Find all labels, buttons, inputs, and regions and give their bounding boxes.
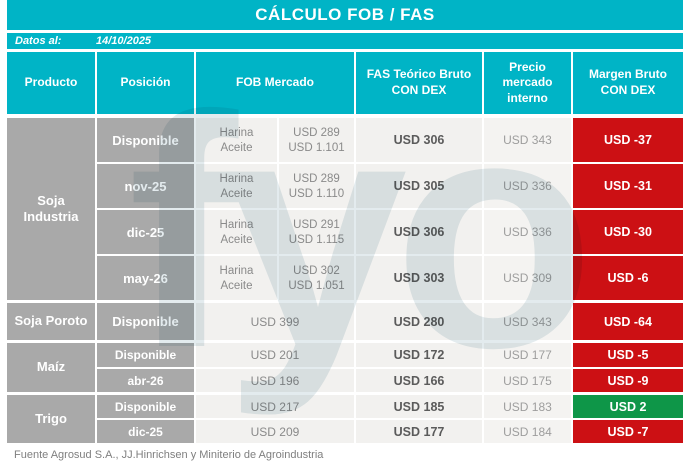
margen-cell: USD -9 bbox=[573, 369, 683, 392]
page-title: CÁLCULO FOB / FAS bbox=[7, 0, 683, 30]
product-group-maiz: Maíz Disponible USD 201 USD 172 USD 177 … bbox=[7, 343, 683, 392]
fob-label: Harina bbox=[219, 126, 254, 139]
margen-cell: USD -30 bbox=[573, 210, 683, 254]
table-row: Disponible USD 217 USD 185 USD 183 USD 2 bbox=[97, 395, 683, 418]
position-cell: Disponible bbox=[97, 343, 194, 367]
fas-cell: USD 185 bbox=[356, 395, 482, 418]
fas-cell: USD 177 bbox=[356, 420, 482, 443]
source-note: Fuente Agrosud S.A., JJ.Hinrichsen y Min… bbox=[14, 449, 324, 461]
fas-cell: USD 280 bbox=[356, 303, 482, 340]
margen-cell: USD -7 bbox=[573, 420, 683, 443]
position-cell: dic-25 bbox=[97, 210, 194, 254]
product-group-soja-industria: Soja Industria Disponible Harina Aceite … bbox=[7, 118, 683, 300]
fob-value: USD 1.110 bbox=[288, 187, 345, 200]
table-row: Disponible USD 201 USD 172 USD 177 USD -… bbox=[97, 343, 683, 367]
fob-cell: USD 209 bbox=[196, 420, 354, 443]
precio-interno-cell: USD 177 bbox=[484, 343, 571, 367]
fob-cell: Harina Aceite USD 291 USD 1.115 bbox=[196, 210, 354, 254]
position-cell: Disponible bbox=[97, 303, 194, 340]
position-cell: Disponible bbox=[97, 118, 194, 162]
fob-value: USD 302 bbox=[293, 264, 340, 277]
precio-interno-cell: USD 336 bbox=[484, 164, 571, 208]
fob-label: Aceite bbox=[220, 187, 253, 200]
precio-interno-cell: USD 309 bbox=[484, 256, 571, 300]
fob-fas-table: CÁLCULO FOB / FAS Datos al: 14/10/2025 P… bbox=[7, 0, 683, 461]
fob-cell: Harina Aceite USD 302 USD 1.051 bbox=[196, 256, 354, 300]
product-group-trigo: Trigo Disponible USD 217 USD 185 USD 183… bbox=[7, 395, 683, 443]
margen-cell: USD -31 bbox=[573, 164, 683, 208]
fob-value: USD 1.051 bbox=[288, 279, 345, 292]
fas-cell: USD 305 bbox=[356, 164, 482, 208]
precio-interno-cell: USD 336 bbox=[484, 210, 571, 254]
fob-label: Aceite bbox=[220, 233, 253, 246]
margen-cell: USD -37 bbox=[573, 118, 683, 162]
col-header-posicion: Posición bbox=[97, 52, 194, 114]
column-header-row: Producto Posición FOB Mercado FAS Teóric… bbox=[7, 52, 683, 114]
product-group-soja-poroto: Soja Poroto Disponible USD 399 USD 280 U… bbox=[7, 303, 683, 340]
position-cell: dic-25 bbox=[97, 420, 194, 443]
product-cell: Soja Industria bbox=[7, 118, 95, 300]
table-row: abr-26 USD 196 USD 166 USD 175 USD -9 bbox=[97, 369, 683, 392]
table-row: dic-25 USD 209 USD 177 USD 184 USD -7 bbox=[97, 420, 683, 443]
product-cell: Soja Poroto bbox=[7, 303, 95, 340]
fob-label: Harina bbox=[219, 264, 254, 277]
precio-interno-cell: USD 343 bbox=[484, 303, 571, 340]
product-cell: Trigo bbox=[7, 395, 95, 443]
fob-value: USD 289 bbox=[293, 126, 340, 139]
date-bar: Datos al: 14/10/2025 bbox=[7, 33, 683, 49]
position-cell: Disponible bbox=[97, 395, 194, 418]
margen-cell: USD -5 bbox=[573, 343, 683, 367]
col-header-fob-mercado: FOB Mercado bbox=[196, 52, 354, 114]
position-cell: abr-26 bbox=[97, 369, 194, 392]
col-header-fas-teorico: FAS Teórico Bruto CON DEX bbox=[356, 52, 482, 114]
table-row: Disponible Harina Aceite USD 289 USD 1.1… bbox=[97, 118, 683, 162]
fob-cell: Harina Aceite USD 289 USD 1.110 bbox=[196, 164, 354, 208]
fas-cell: USD 306 bbox=[356, 118, 482, 162]
fob-value: USD 291 bbox=[293, 218, 340, 231]
precio-interno-cell: USD 175 bbox=[484, 369, 571, 392]
precio-interno-cell: USD 343 bbox=[484, 118, 571, 162]
fob-cell: USD 196 bbox=[196, 369, 354, 392]
fob-label: Aceite bbox=[220, 279, 253, 292]
fob-value: USD 289 bbox=[293, 172, 340, 185]
col-header-producto: Producto bbox=[7, 52, 95, 114]
fob-cell: USD 201 bbox=[196, 343, 354, 367]
precio-interno-cell: USD 184 bbox=[484, 420, 571, 443]
table-row: Disponible USD 399 USD 280 USD 343 USD -… bbox=[97, 303, 683, 340]
fas-cell: USD 303 bbox=[356, 256, 482, 300]
table-row: nov-25 Harina Aceite USD 289 USD 1.110 U… bbox=[97, 164, 683, 208]
precio-interno-cell: USD 183 bbox=[484, 395, 571, 418]
fob-cell: USD 217 bbox=[196, 395, 354, 418]
fob-value: USD 1.101 bbox=[288, 141, 345, 154]
table-row: dic-25 Harina Aceite USD 291 USD 1.115 U… bbox=[97, 210, 683, 254]
fob-cell: Harina Aceite USD 289 USD 1.101 bbox=[196, 118, 354, 162]
margen-cell: USD -6 bbox=[573, 256, 683, 300]
fob-value: USD 1.115 bbox=[288, 233, 345, 246]
date-value: 14/10/2025 bbox=[96, 35, 152, 47]
position-cell: nov-25 bbox=[97, 164, 194, 208]
fas-cell: USD 166 bbox=[356, 369, 482, 392]
table-row: may-26 Harina Aceite USD 302 USD 1.051 U… bbox=[97, 256, 683, 300]
fob-label: Aceite bbox=[220, 141, 253, 154]
product-cell: Maíz bbox=[7, 343, 95, 392]
margen-cell: USD -64 bbox=[573, 303, 683, 340]
fas-cell: USD 306 bbox=[356, 210, 482, 254]
col-header-margen-bruto: Margen Bruto CON DEX bbox=[573, 52, 683, 114]
fob-label: Harina bbox=[219, 218, 254, 231]
fas-cell: USD 172 bbox=[356, 343, 482, 367]
margen-cell: USD 2 bbox=[573, 395, 683, 418]
date-label: Datos al: bbox=[15, 35, 62, 47]
fob-label: Harina bbox=[219, 172, 254, 185]
position-cell: may-26 bbox=[97, 256, 194, 300]
col-header-precio-interno: Precio mercado interno bbox=[484, 52, 571, 114]
fob-cell: USD 399 bbox=[196, 303, 354, 340]
